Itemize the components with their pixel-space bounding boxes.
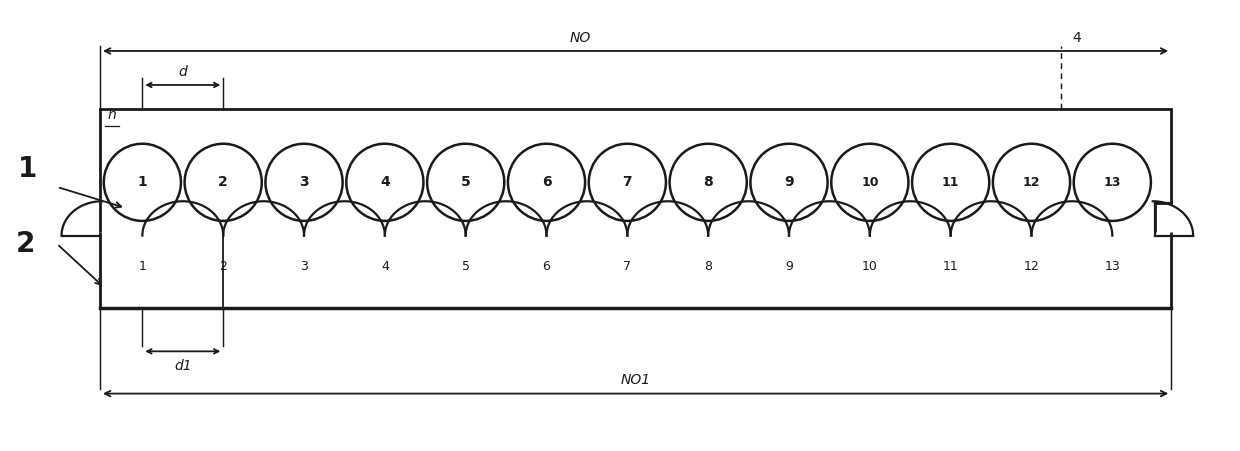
Text: 10: 10 bbox=[861, 176, 879, 189]
Text: 9: 9 bbox=[785, 260, 792, 273]
Text: 4: 4 bbox=[379, 175, 389, 189]
Text: 1: 1 bbox=[138, 175, 148, 189]
Text: 6: 6 bbox=[542, 175, 552, 189]
Text: 3: 3 bbox=[300, 260, 308, 273]
Text: d1: d1 bbox=[174, 359, 192, 373]
Text: 8: 8 bbox=[703, 175, 713, 189]
Text: 13: 13 bbox=[1105, 260, 1120, 273]
Text: 5: 5 bbox=[461, 175, 470, 189]
Text: 12: 12 bbox=[1023, 176, 1040, 189]
Text: 11: 11 bbox=[942, 260, 959, 273]
Text: 11: 11 bbox=[942, 176, 960, 189]
Text: 8: 8 bbox=[704, 260, 712, 273]
Text: 5: 5 bbox=[461, 260, 470, 273]
Text: 2: 2 bbox=[16, 230, 36, 258]
Text: 4: 4 bbox=[381, 260, 389, 273]
Text: 1: 1 bbox=[139, 260, 146, 273]
Text: 1: 1 bbox=[17, 155, 37, 183]
Text: d: d bbox=[179, 65, 187, 79]
Text: 12: 12 bbox=[1024, 260, 1039, 273]
Text: NO: NO bbox=[570, 31, 591, 45]
Text: NO1: NO1 bbox=[620, 373, 651, 387]
Text: 4: 4 bbox=[1071, 31, 1081, 45]
Text: 7: 7 bbox=[624, 260, 631, 273]
Text: 7: 7 bbox=[622, 175, 632, 189]
Text: 2: 2 bbox=[218, 175, 228, 189]
Text: 13: 13 bbox=[1104, 176, 1121, 189]
Text: 9: 9 bbox=[784, 175, 794, 189]
Text: 2: 2 bbox=[219, 260, 227, 273]
Text: 6: 6 bbox=[543, 260, 551, 273]
Text: 10: 10 bbox=[862, 260, 878, 273]
Text: h: h bbox=[108, 108, 117, 122]
Text: 3: 3 bbox=[299, 175, 309, 189]
